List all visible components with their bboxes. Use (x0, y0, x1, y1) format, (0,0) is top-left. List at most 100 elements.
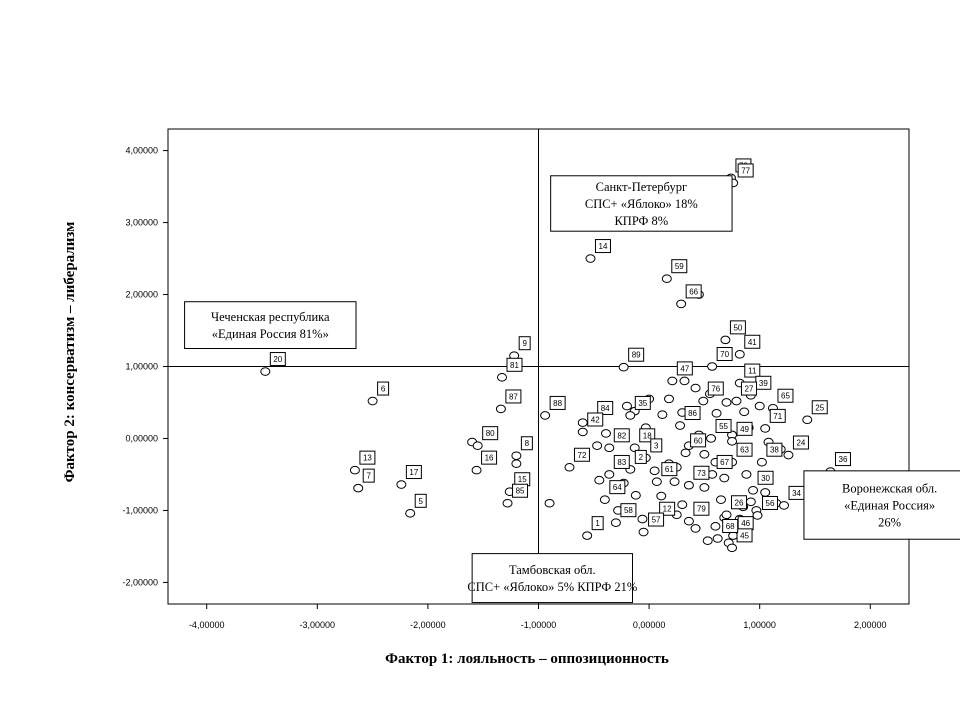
point-label: 71 (773, 412, 782, 421)
data-point (690, 524, 701, 533)
point-label: 55 (719, 422, 728, 431)
data-point (260, 367, 271, 376)
point-label-box (506, 357, 523, 372)
y-tick-label: 3,00000 (125, 218, 158, 228)
y-tick-label: -1,00000 (122, 505, 158, 515)
point-label-box (685, 284, 702, 299)
point-label: 18 (643, 431, 652, 440)
point-label-box (693, 465, 710, 480)
point-label-box (740, 381, 757, 396)
point-label: 47 (680, 364, 689, 373)
data-point (511, 451, 522, 461)
data-point (741, 470, 752, 479)
point-label: 66 (689, 287, 698, 296)
data-point (734, 349, 745, 359)
point-label: 36 (839, 455, 848, 464)
point-label: 41 (748, 338, 757, 347)
point-label-box (729, 320, 746, 335)
y-axis-title: Фактор 2: консерватизм – либерализм (62, 222, 78, 483)
data-point (760, 488, 771, 497)
data-point (592, 441, 603, 450)
annotations: Санкт-Петербург СПС+ «Яблоко» 18% КПРФ 8% Ч… (184, 175, 960, 604)
point-label-box (661, 462, 678, 477)
point-label: 89 (632, 351, 641, 360)
point-label: 67 (720, 458, 729, 467)
point-label: 58 (624, 506, 633, 515)
data-point (471, 465, 482, 475)
x-axis-title: Фактор 1: лояльность – оппозиционность (385, 651, 669, 667)
annotation-text: 26% (878, 516, 901, 530)
point-label-box (757, 470, 774, 485)
data-point (702, 536, 713, 545)
point-label-box (634, 395, 651, 410)
annotation-text: Санкт-Петербург (596, 180, 687, 194)
point-label-box (505, 389, 522, 404)
data-point (720, 335, 731, 345)
y-tick-label: -2,00000 (122, 577, 158, 587)
point-label: 12 (663, 505, 672, 514)
point-labels: 7877145966504192089704711681397627652588… (269, 158, 851, 543)
annotation-text: «Единая Россия 81%» (212, 327, 329, 341)
data-point (676, 299, 687, 309)
point-label: 9 (522, 339, 527, 348)
data-point (405, 509, 416, 518)
point-label: 63 (740, 446, 749, 455)
point-label-box (648, 512, 665, 527)
annotation-text: Воронежская обл. (842, 482, 937, 496)
data-point (497, 372, 508, 382)
point-label: 46 (741, 519, 750, 528)
point-label: 6 (381, 385, 386, 394)
point-label: 86 (688, 409, 697, 418)
data-point (625, 411, 636, 420)
point-label: 26 (735, 498, 744, 507)
y-tick-label: 0,00000 (125, 433, 158, 443)
point-label: 13 (363, 454, 372, 463)
point-label: 49 (740, 425, 749, 434)
point-label-box (716, 454, 733, 469)
point-label-box (520, 436, 533, 451)
point-label-box (693, 501, 710, 516)
data-point (621, 401, 632, 411)
data-point (680, 448, 691, 458)
data-point (739, 407, 750, 417)
data-point (727, 543, 738, 553)
data-point (664, 394, 675, 404)
point-label: 24 (796, 439, 805, 448)
point-label-box (587, 412, 604, 427)
point-label-box (671, 259, 688, 274)
point-label-box (609, 480, 626, 495)
data-point (353, 483, 364, 493)
data-point (585, 254, 596, 263)
point-label-box (512, 483, 529, 498)
point-label-box (405, 465, 422, 480)
x-tick-label: -1,00000 (521, 620, 557, 630)
data-point (656, 491, 667, 501)
data-point (564, 462, 575, 472)
point-label: 57 (652, 516, 661, 525)
point-label-box (620, 503, 637, 518)
data-point (610, 518, 621, 527)
y-tick-label: 4,00000 (125, 146, 158, 156)
data-points (260, 173, 836, 553)
point-label-box (737, 163, 754, 178)
data-point (683, 480, 694, 490)
point-label-box (716, 347, 733, 361)
point-label-box (597, 400, 614, 415)
data-point (657, 410, 668, 420)
point-label-box (811, 400, 828, 415)
annotation-text: «Единая Россия» (844, 499, 935, 513)
annotation-text: СПС+ «Яблоко» 5% КПРФ 21% (467, 580, 637, 594)
point-label-box (482, 426, 499, 441)
reference-lines (168, 129, 909, 604)
point-label: 38 (770, 446, 779, 455)
point-label: 16 (485, 454, 494, 463)
data-point (396, 480, 407, 489)
data-point (651, 477, 662, 486)
point-label-box (676, 361, 693, 376)
annotation-text: СПС+ «Яблоко» 18% (585, 197, 698, 211)
data-point (745, 497, 756, 507)
data-point (715, 495, 726, 504)
data-point (540, 411, 551, 420)
data-point (637, 514, 648, 524)
point-label-box (573, 447, 590, 462)
